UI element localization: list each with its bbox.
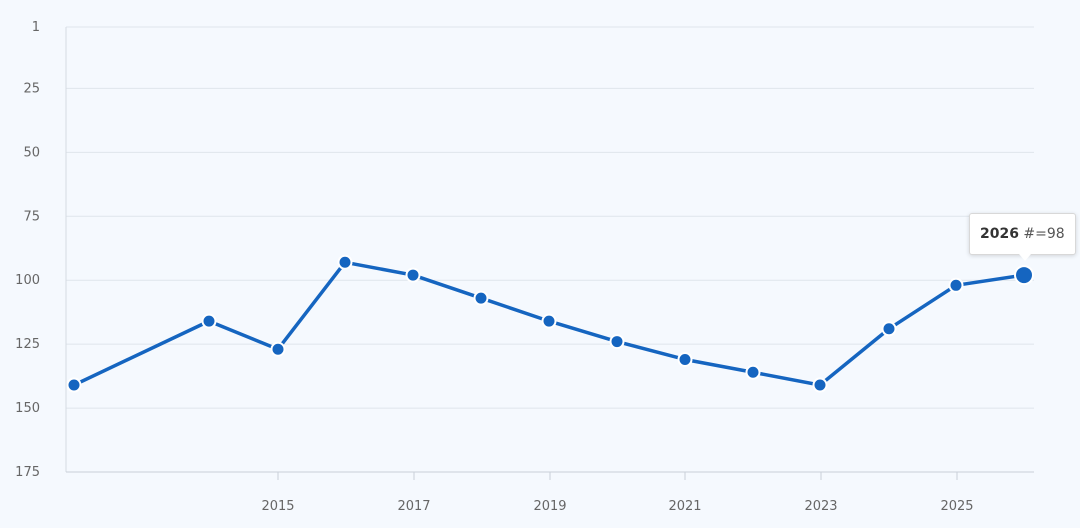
x-axis: 2015 2017 2019 2021 2023 2025 bbox=[65, 27, 1034, 514]
x-tick-label: 2015 bbox=[261, 499, 294, 514]
data-point bbox=[473, 290, 489, 306]
data-point bbox=[948, 277, 964, 293]
data-point bbox=[609, 334, 625, 350]
series bbox=[66, 254, 1034, 393]
x-tick-label: 2017 bbox=[397, 499, 430, 514]
data-point bbox=[745, 364, 761, 380]
x-tick-label: 2021 bbox=[668, 499, 701, 514]
y-tick-label: 175 bbox=[15, 465, 40, 480]
data-point bbox=[405, 267, 421, 283]
data-point bbox=[337, 254, 353, 270]
tooltip-arrow bbox=[1019, 254, 1031, 262]
series-line bbox=[73, 260, 1025, 387]
data-point bbox=[812, 377, 828, 393]
y-tick-label: 75 bbox=[23, 209, 40, 224]
x-tick-label: 2025 bbox=[940, 499, 973, 514]
y-tick-label: 150 bbox=[15, 401, 40, 416]
data-point bbox=[201, 313, 217, 329]
tooltip-value: #=98 bbox=[1023, 226, 1065, 243]
data-tooltip: 2026 #=98 bbox=[969, 213, 1076, 262]
highlighted-point bbox=[1014, 265, 1034, 286]
data-point bbox=[270, 341, 286, 357]
y-tick-label: 1 bbox=[32, 20, 40, 35]
data-point bbox=[881, 321, 897, 337]
y-tick-label: 100 bbox=[15, 273, 40, 288]
y-tick-label: 125 bbox=[15, 337, 40, 352]
data-point bbox=[541, 313, 557, 329]
tooltip-year: 2026 bbox=[980, 226, 1019, 243]
y-tick-label: 50 bbox=[23, 145, 40, 160]
data-point bbox=[677, 351, 693, 367]
data-point bbox=[66, 377, 82, 393]
x-tick-label: 2019 bbox=[533, 499, 566, 514]
grid-lines bbox=[66, 26, 1034, 473]
y-tick-label: 25 bbox=[23, 81, 40, 96]
x-tick-label: 2023 bbox=[804, 499, 837, 514]
